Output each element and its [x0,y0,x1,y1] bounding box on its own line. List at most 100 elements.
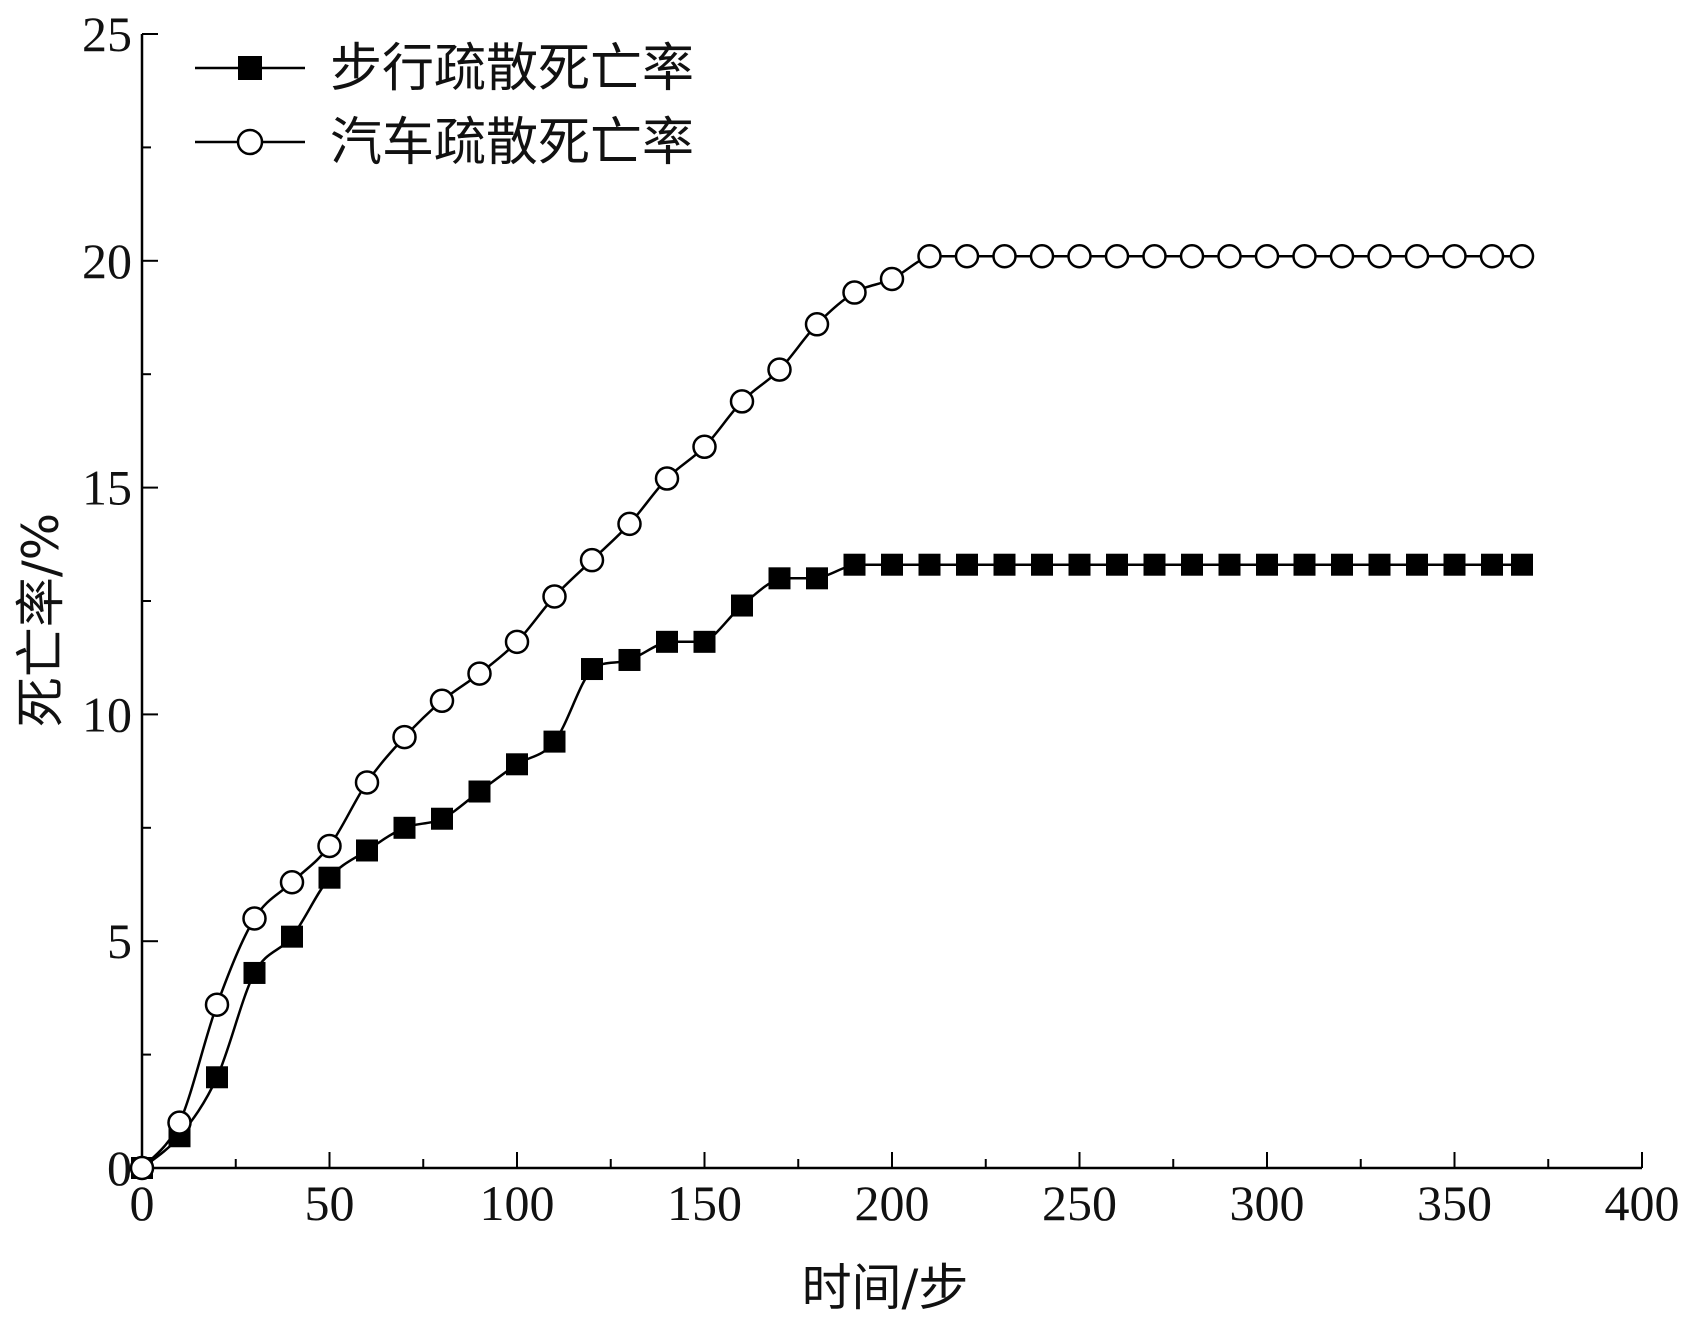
data-point-circle [242,906,267,931]
data-point-square [656,630,678,653]
data-point-circle [767,357,792,382]
legend-marker-circle [236,128,264,156]
legend-entry-label: 汽车疏散死亡率 [330,113,694,173]
series-line [141,563,1522,1169]
data-point-square [281,925,303,948]
y-axis-label: 死亡率/% [12,513,70,727]
data-point-circle [467,661,492,686]
data-point-square [843,553,866,576]
data-point-circle [279,869,305,895]
x-axis-ticks: 0 50 100 150 200 250 300 350 400 [130,1152,1680,1231]
series-layer [129,244,1535,1181]
data-point-circle [729,389,755,414]
data-point-square [431,807,453,830]
y-axis-ticks: 0 5 10 15 20 25 [82,6,158,1196]
data-point-circle [954,244,980,269]
data-point-square [1511,553,1533,576]
data-point-circle [167,1110,192,1135]
y-tick-label: 25 [82,6,132,62]
x-tick-label: 0 [130,1175,155,1231]
data-point-square [1106,553,1128,576]
x-tick-label: 350 [1417,1175,1492,1231]
data-point-circle [1509,244,1535,269]
x-tick-label: 300 [1230,1175,1305,1231]
data-point-circle [392,724,417,750]
data-point-circle [579,547,605,573]
data-point-square [768,567,791,590]
data-point-square [1331,553,1353,576]
series-line [141,255,1522,1169]
data-point-square [731,594,753,617]
data-point-square [206,1066,228,1089]
data-point-square [581,658,603,681]
data-point-square [393,816,416,839]
x-tick-label: 400 [1605,1175,1680,1231]
data-point-circle [1292,244,1317,269]
data-point-circle [542,584,567,609]
x-axis-label: 时间/步 [802,1259,969,1317]
data-point-circle [1479,244,1505,269]
series-2 [129,244,1535,1181]
data-point-circle [804,312,830,337]
data-point-square [243,961,266,984]
data-point-square [806,567,828,590]
data-point-circle [1217,244,1242,269]
data-point-square [918,553,941,576]
x-tick-label: 250 [1042,1175,1117,1231]
y-tick-label: 20 [82,233,132,289]
x-tick-label: 100 [480,1175,555,1231]
data-point-square [1443,553,1466,576]
data-point-circle [917,244,942,269]
data-point-square [693,630,716,653]
data-point-circle [879,266,905,292]
legend-marker-square [238,56,262,80]
data-point-square [506,753,528,776]
x-tick-label: 150 [667,1175,742,1231]
data-point-square [618,648,641,671]
data-point-circle [429,688,455,714]
data-point-circle [1442,244,1467,269]
y-tick-label: 10 [82,686,132,742]
data-point-circle [1367,244,1392,269]
y-tick-label: 0 [107,1140,132,1196]
data-point-circle [204,992,230,1017]
data-point-square [318,866,341,889]
data-point-circle [1254,244,1280,269]
data-point-circle [354,770,380,795]
data-point-square [956,553,978,576]
y-tick-label: 15 [82,460,132,516]
data-point-circle [1329,244,1355,269]
data-point-circle [1104,244,1130,269]
axes [140,34,1642,1170]
data-point-circle [654,466,680,491]
data-point-square [881,553,903,576]
data-point-square [1068,553,1091,576]
data-point-square [1406,553,1428,576]
data-point-square [1481,553,1503,576]
data-point-circle [504,629,530,655]
data-point-circle [617,511,642,537]
y-tick-label: 5 [107,913,132,969]
data-point-circle [992,244,1017,269]
data-point-circle [1404,244,1430,269]
data-point-square [993,553,1016,576]
data-point-circle [1067,244,1092,269]
x-tick-label: 50 [305,1175,355,1231]
x-tick-label: 200 [855,1175,930,1231]
data-point-square [1181,553,1203,576]
data-point-square [1293,553,1316,576]
data-point-square [1143,553,1166,576]
data-point-circle [317,833,342,859]
data-point-square [1256,553,1278,576]
data-point-circle [129,1155,155,1181]
data-point-square [543,730,566,753]
legend-entry-label: 步行疏散死亡率 [330,39,694,99]
data-point-circle [842,280,867,305]
data-point-square [468,780,491,803]
data-point-circle [1179,244,1205,269]
data-point-square [356,839,378,862]
data-point-circle [1029,244,1055,269]
series-1 [131,553,1533,1179]
